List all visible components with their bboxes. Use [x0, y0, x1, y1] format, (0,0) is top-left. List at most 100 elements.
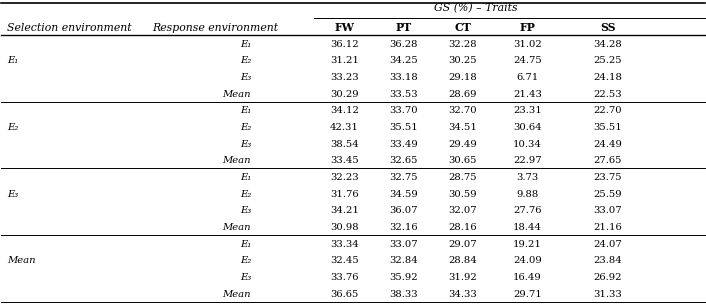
Text: 30.29: 30.29	[330, 90, 359, 99]
Text: E₃: E₃	[240, 206, 251, 215]
Text: 33.23: 33.23	[330, 73, 359, 82]
Text: 24.18: 24.18	[593, 73, 622, 82]
Text: 16.49: 16.49	[513, 273, 542, 282]
Text: 22.53: 22.53	[593, 90, 622, 99]
Text: 38.54: 38.54	[330, 140, 359, 149]
Text: 27.65: 27.65	[593, 156, 622, 165]
Text: 33.76: 33.76	[330, 273, 359, 282]
Text: 32.75: 32.75	[389, 173, 418, 182]
Text: E₂: E₂	[240, 256, 251, 265]
Text: 34.25: 34.25	[389, 56, 418, 65]
Text: 28.75: 28.75	[448, 173, 477, 182]
Text: E₁: E₁	[240, 173, 251, 182]
Text: 31.76: 31.76	[330, 190, 359, 199]
Text: 33.53: 33.53	[389, 90, 418, 99]
Text: 35.92: 35.92	[389, 273, 418, 282]
Text: 35.51: 35.51	[389, 123, 418, 132]
Text: 31.21: 31.21	[330, 56, 359, 65]
Text: 34.33: 34.33	[448, 290, 477, 299]
Text: FP: FP	[520, 22, 535, 33]
Text: 32.16: 32.16	[389, 223, 418, 232]
Text: 27.76: 27.76	[513, 206, 542, 215]
Text: SS: SS	[600, 22, 616, 33]
Text: 34.28: 34.28	[593, 40, 622, 49]
Text: 32.28: 32.28	[448, 40, 477, 49]
Text: 42.31: 42.31	[330, 123, 359, 132]
Text: 22.70: 22.70	[593, 106, 622, 116]
Text: 21.43: 21.43	[513, 90, 542, 99]
Text: 34.51: 34.51	[448, 123, 477, 132]
Text: 34.59: 34.59	[389, 190, 418, 199]
Text: 36.65: 36.65	[330, 290, 359, 299]
Text: 33.18: 33.18	[389, 73, 418, 82]
Text: 30.25: 30.25	[448, 56, 477, 65]
Text: 22.97: 22.97	[513, 156, 542, 165]
Text: E₃: E₃	[7, 190, 18, 199]
Text: 34.21: 34.21	[330, 206, 359, 215]
Text: FW: FW	[335, 22, 354, 33]
Text: E₂: E₂	[240, 190, 251, 199]
Text: E₁: E₁	[240, 40, 251, 49]
Text: 30.65: 30.65	[448, 156, 477, 165]
Text: 29.71: 29.71	[513, 290, 542, 299]
Text: 32.65: 32.65	[390, 156, 418, 165]
Text: 23.31: 23.31	[513, 106, 542, 116]
Text: 24.07: 24.07	[593, 240, 622, 249]
Text: 36.07: 36.07	[390, 206, 418, 215]
Text: E₃: E₃	[240, 273, 251, 282]
Text: 32.07: 32.07	[448, 206, 477, 215]
Text: 29.07: 29.07	[448, 240, 477, 249]
Text: 28.84: 28.84	[448, 256, 477, 265]
Text: 31.92: 31.92	[448, 273, 477, 282]
Text: 9.88: 9.88	[516, 190, 539, 199]
Text: 24.75: 24.75	[513, 56, 542, 65]
Text: Mean: Mean	[222, 156, 251, 165]
Text: 23.84: 23.84	[593, 256, 622, 265]
Text: 21.16: 21.16	[593, 223, 622, 232]
Text: 24.49: 24.49	[593, 140, 622, 149]
Text: 33.07: 33.07	[593, 206, 622, 215]
Text: E₂: E₂	[7, 123, 18, 132]
Text: 18.44: 18.44	[513, 223, 542, 232]
Text: E₁: E₁	[240, 240, 251, 249]
Text: CT: CT	[454, 22, 471, 33]
Text: 32.70: 32.70	[448, 106, 477, 116]
Text: 29.49: 29.49	[448, 140, 477, 149]
Text: 31.33: 31.33	[593, 290, 622, 299]
Text: E₂: E₂	[240, 56, 251, 65]
Text: 31.02: 31.02	[513, 40, 542, 49]
Text: 33.45: 33.45	[330, 156, 359, 165]
Text: 25.25: 25.25	[593, 56, 622, 65]
Text: 24.09: 24.09	[513, 256, 542, 265]
Text: E₃: E₃	[240, 140, 251, 149]
Text: 30.98: 30.98	[330, 223, 359, 232]
Text: PT: PT	[395, 22, 412, 33]
Text: 6.71: 6.71	[516, 73, 539, 82]
Text: 3.73: 3.73	[516, 173, 539, 182]
Text: 30.59: 30.59	[448, 190, 477, 199]
Text: E₁: E₁	[7, 56, 18, 65]
Text: 35.51: 35.51	[593, 123, 622, 132]
Text: Mean: Mean	[222, 223, 251, 232]
Text: 32.45: 32.45	[330, 256, 359, 265]
Text: 10.34: 10.34	[513, 140, 542, 149]
Text: GS (%) – Traits: GS (%) – Traits	[434, 3, 518, 13]
Text: 28.16: 28.16	[448, 223, 477, 232]
Text: 38.33: 38.33	[389, 290, 418, 299]
Text: 28.69: 28.69	[448, 90, 477, 99]
Text: 23.75: 23.75	[593, 173, 622, 182]
Text: Mean: Mean	[7, 256, 35, 265]
Text: E₃: E₃	[240, 73, 251, 82]
Text: 33.49: 33.49	[389, 140, 418, 149]
Text: Mean: Mean	[222, 90, 251, 99]
Text: 34.12: 34.12	[330, 106, 359, 116]
Text: Response environment: Response environment	[152, 22, 279, 33]
Text: Mean: Mean	[222, 290, 251, 299]
Text: E₂: E₂	[240, 123, 251, 132]
Text: 33.34: 33.34	[330, 240, 359, 249]
Text: 26.92: 26.92	[593, 273, 622, 282]
Text: 19.21: 19.21	[513, 240, 542, 249]
Text: Selection environment: Selection environment	[7, 22, 131, 33]
Text: 36.28: 36.28	[390, 40, 418, 49]
Text: 32.23: 32.23	[330, 173, 359, 182]
